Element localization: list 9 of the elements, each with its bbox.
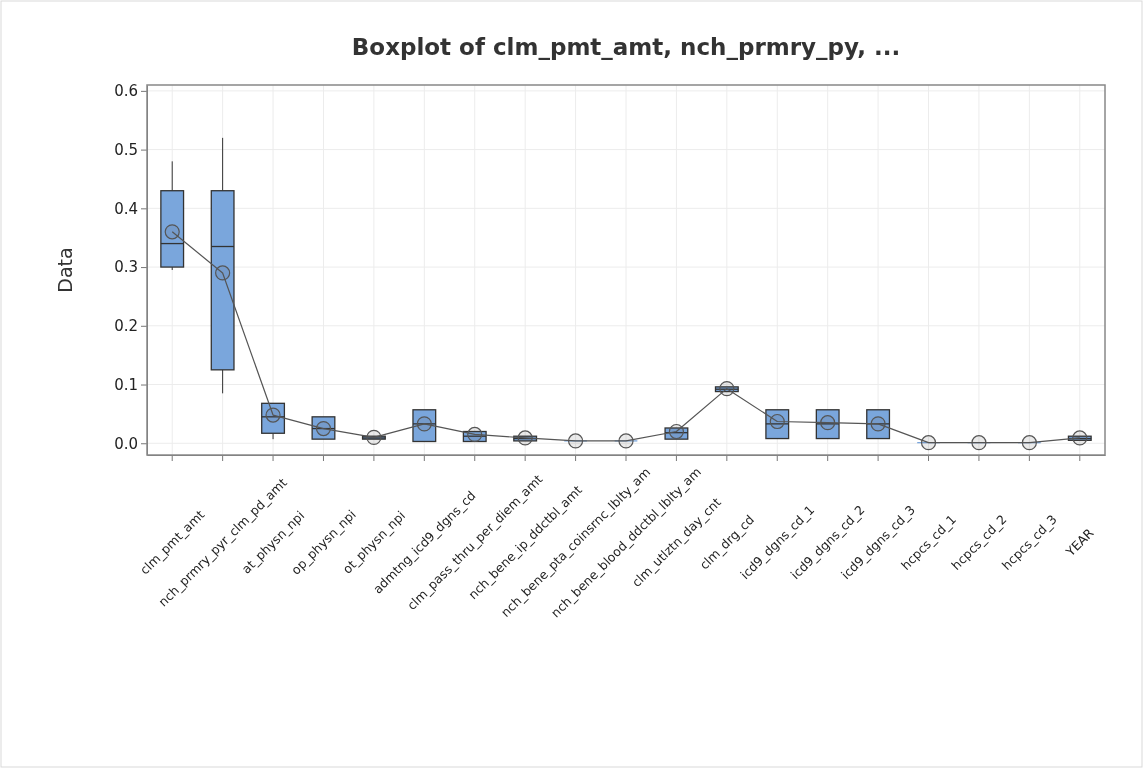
- y-axis-title: Data: [54, 247, 76, 293]
- y-tick-label: 0.5: [114, 140, 138, 159]
- y-tick-label: 0.3: [114, 258, 138, 277]
- y-tick-label: 0.0: [114, 434, 138, 453]
- chart-title: Boxplot of clm_pmt_amt, nch_prmry_py, ...: [351, 34, 901, 60]
- y-tick-label: 0.4: [114, 199, 138, 218]
- y-tick-label: 0.2: [114, 317, 138, 336]
- y-tick-label: 0.1: [114, 375, 138, 394]
- y-tick-label: 0.6: [114, 82, 138, 101]
